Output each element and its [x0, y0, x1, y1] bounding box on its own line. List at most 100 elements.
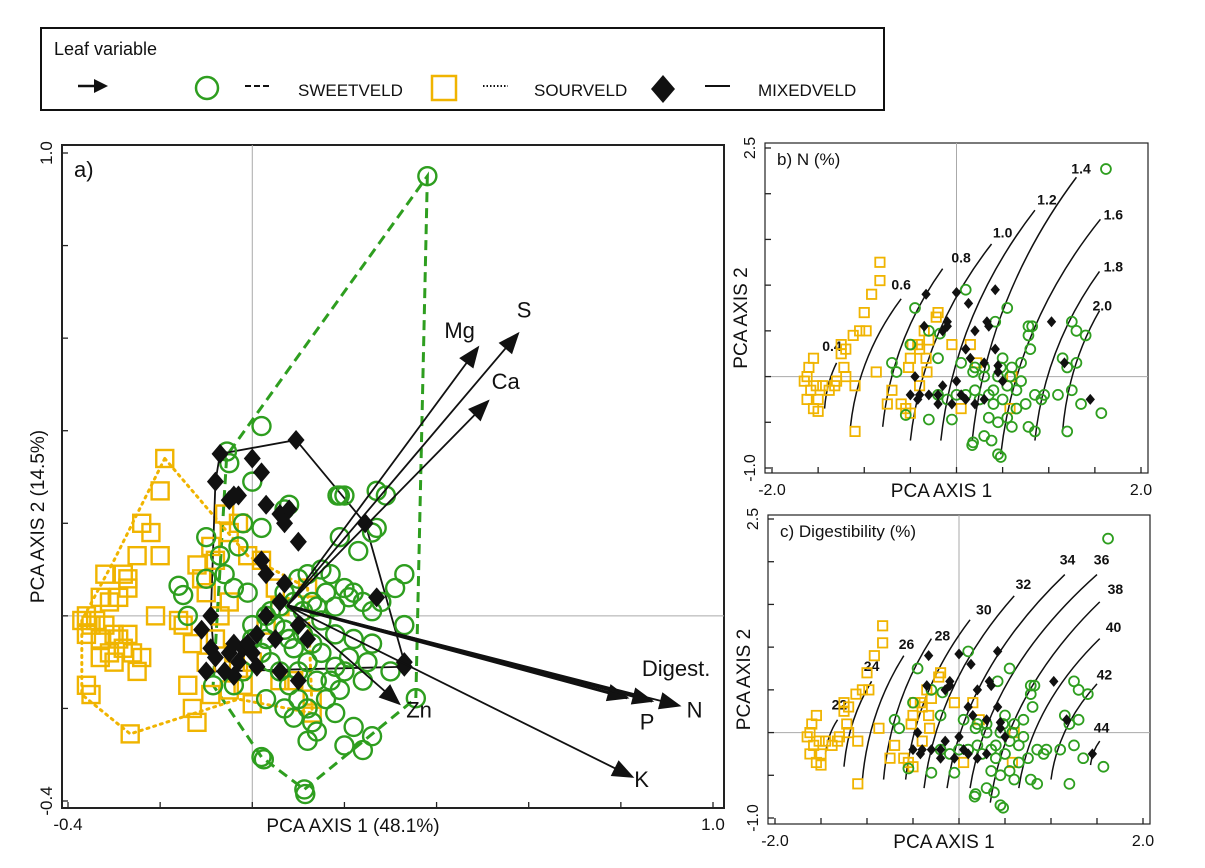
sweetveld-point	[969, 384, 981, 397]
mixedveld-point	[968, 709, 978, 721]
sweetveld-point	[978, 370, 991, 383]
y-tick-label: 2.5	[745, 508, 762, 530]
arrow-label: S	[517, 297, 532, 322]
sourveld-point	[155, 448, 175, 469]
mixedveld-point	[979, 393, 989, 405]
y-tick-label: 1.0	[37, 141, 56, 165]
mixedveld-point	[299, 629, 317, 649]
sourveld-point	[877, 620, 889, 632]
sweetveld-point	[982, 411, 995, 424]
contour-label: 40	[1106, 619, 1122, 635]
sweetveld-point	[380, 661, 401, 682]
contour-line	[1050, 683, 1098, 780]
panel-a: -0.4 1.0 -0.4 1.0 PCA AXIS 1 (48.1%) PCA AXIS…	[28, 141, 725, 837]
sweetveld-point	[384, 577, 406, 599]
sweetveld-point	[251, 415, 272, 437]
mixedveld-point	[225, 666, 243, 687]
sourveld-point	[127, 545, 147, 566]
sweetveld-point	[987, 398, 1000, 410]
sweetveld-point	[1063, 777, 1076, 790]
sweetveld-point	[999, 748, 1011, 760]
sweetveld-point	[196, 526, 217, 548]
sweetveld-point	[890, 366, 903, 378]
mixedveld-point	[935, 752, 946, 764]
sourveld-point	[219, 592, 239, 612]
arrow-s	[286, 331, 520, 607]
sweetveld-point	[209, 545, 231, 566]
sweetveld-point	[967, 366, 979, 378]
contour-label: 38	[1108, 581, 1124, 597]
sourveld-point	[815, 759, 827, 771]
x-axis-label: PCA AXIS 1	[891, 481, 992, 502]
y-tick-label: -0.4	[37, 786, 56, 815]
legend-solid-line-icon	[705, 85, 730, 87]
sourveld-point	[145, 606, 166, 626]
sweetveld-point	[394, 614, 415, 636]
contour-label: 2.0	[1093, 298, 1113, 314]
y-axis-label: PCA AXIS 2	[734, 629, 755, 730]
sourveld-point	[99, 592, 120, 612]
sweetveld-point	[946, 413, 958, 426]
sweetveld-point	[1012, 739, 1025, 752]
mixedveld-point	[981, 748, 992, 760]
sourveld-point	[804, 748, 816, 760]
sweetveld-point	[969, 722, 982, 735]
sourveld-point	[838, 361, 850, 374]
mixedveld-point	[202, 605, 220, 626]
sweetveld-point	[251, 517, 272, 539]
mixedveld-point	[211, 443, 229, 464]
mixedveld-point	[926, 744, 937, 756]
sourveld-point	[858, 306, 870, 319]
sourveld-point	[812, 393, 824, 406]
mixedveld-point	[225, 485, 243, 506]
sweetveld-point	[1015, 375, 1027, 387]
sweetveld-point	[361, 726, 383, 747]
sweetveld-point	[1003, 662, 1016, 675]
sourveld-point	[178, 675, 198, 695]
mixedveld-point	[193, 619, 211, 640]
mixedveld-point	[933, 398, 943, 410]
sweetveld-point	[957, 713, 970, 726]
sourveld-point	[835, 338, 847, 351]
sweetveld-point	[297, 730, 318, 752]
sweetveld-point	[1077, 752, 1090, 765]
sourveld-point	[852, 735, 864, 747]
sweetveld-point	[1081, 688, 1094, 700]
sweetveld-point	[255, 688, 277, 710]
sourveld-point	[874, 274, 886, 287]
contour-line	[823, 362, 838, 409]
mixedveld-point	[954, 648, 964, 660]
mixedveld-point	[1049, 675, 1059, 687]
sweetveld-point	[1061, 425, 1074, 438]
sweetveld-point	[925, 766, 938, 779]
sourveld-point	[801, 731, 813, 743]
legend-label-mixedveld: MIXEDVELD	[758, 81, 857, 100]
sourveld-point	[925, 692, 937, 704]
sourveld-point	[863, 684, 875, 696]
sweetveld-point	[1072, 684, 1085, 696]
sourveld-point	[118, 578, 138, 598]
mixedveld-point	[1000, 731, 1010, 743]
sourveld-point	[242, 694, 262, 714]
mixedveld-point	[984, 320, 994, 332]
x-tick-label: -0.4	[53, 815, 82, 834]
sweetveld-point	[1008, 773, 1021, 786]
y-axis-label: PCA AXIS 2	[731, 267, 752, 368]
mixedveld-point	[239, 633, 257, 654]
arrow-label: Mg	[444, 318, 475, 343]
sweetveld-point	[959, 283, 972, 296]
sweetveld-point	[992, 416, 1004, 429]
sourveld-point	[201, 684, 221, 705]
sourveld-point	[932, 306, 944, 319]
mixedveld-point	[961, 393, 971, 405]
sweetveld-point	[329, 485, 351, 506]
mixedveld-point	[1046, 316, 1057, 328]
arrow-label: K	[634, 767, 649, 792]
mixedveld-point	[951, 375, 962, 387]
sweetveld-point	[417, 165, 438, 187]
mixedveld-point	[206, 471, 224, 492]
sweetveld-point	[988, 786, 1000, 799]
y-tick-label: -1.0	[742, 454, 759, 482]
contour-label: 30	[976, 602, 992, 618]
